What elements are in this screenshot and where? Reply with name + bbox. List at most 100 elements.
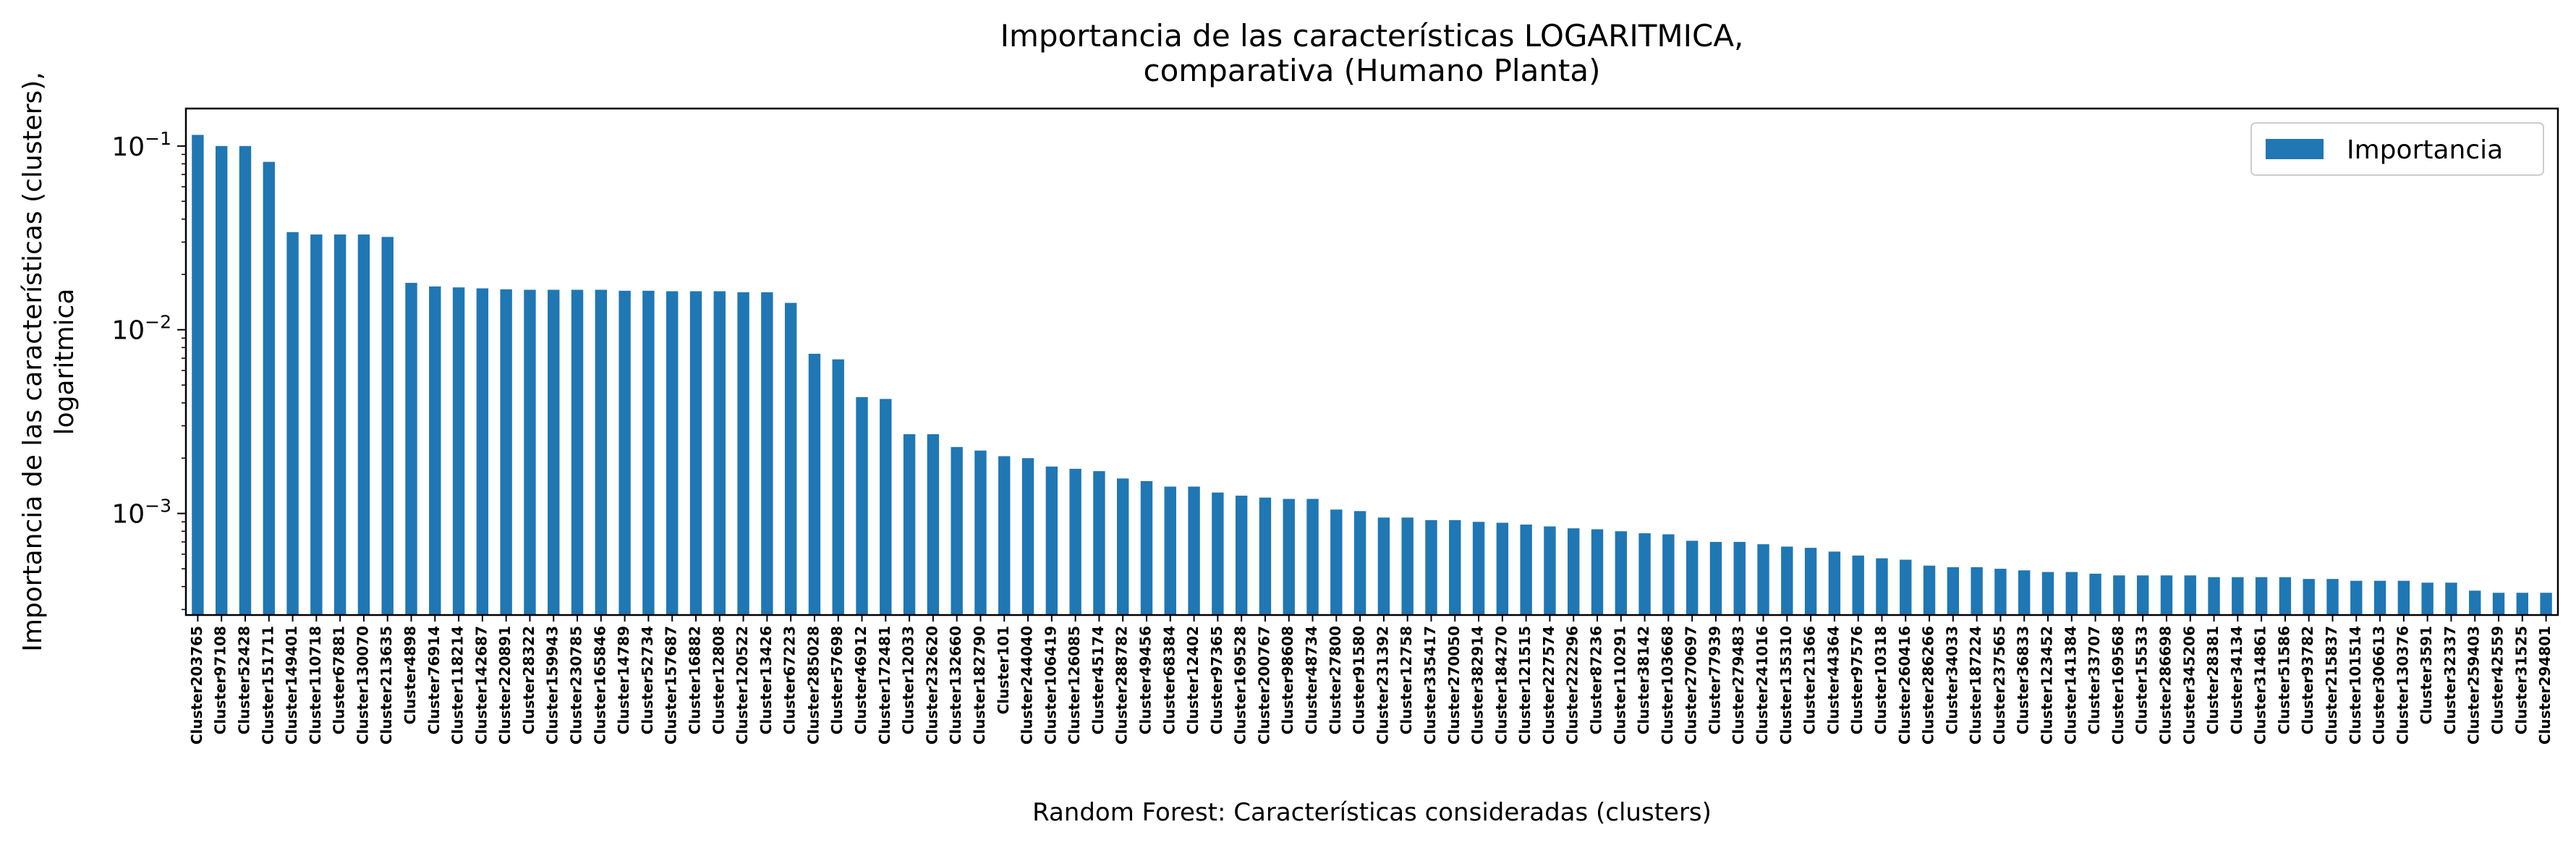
x-tick-label: Cluster132660 (947, 626, 964, 745)
x-tick-label: Cluster27800 (1327, 626, 1344, 734)
bar (619, 290, 631, 615)
y-axis-label: Importancia de las características (clus… (18, 72, 80, 652)
x-tick-label: Cluster42559 (2489, 626, 2507, 734)
chart-title-line: Importancia de las características LOGAR… (1000, 18, 1744, 54)
bar (1781, 546, 1793, 615)
x-tick-label: Cluster149401 (283, 626, 300, 745)
bar (1353, 511, 1366, 615)
x-tick-label: Cluster34134 (2228, 626, 2245, 734)
x-tick-label: Cluster14789 (615, 626, 632, 734)
bar (1544, 526, 1556, 615)
x-tick-label: Cluster15533 (2133, 626, 2151, 734)
x-tick-label: Cluster286266 (1920, 626, 1937, 745)
bar (1686, 540, 1699, 615)
x-tick-label: Cluster260416 (1896, 626, 1913, 745)
bar (1709, 541, 1722, 615)
x-tick-label: Cluster91580 (1351, 626, 1368, 734)
bar (1876, 558, 1888, 615)
bar (1235, 496, 1248, 615)
bar (761, 292, 773, 615)
bar (1733, 541, 1746, 615)
x-tick-label: Cluster28381 (2204, 626, 2222, 734)
x-tick-label: Cluster184270 (1492, 626, 1510, 745)
x-tick-label: Cluster157687 (663, 626, 680, 745)
x-tick-label: Cluster45174 (1089, 626, 1107, 734)
x-tick-label: Cluster12033 (900, 626, 917, 734)
bar (1947, 567, 1960, 615)
bar (1117, 478, 1129, 615)
bar (1971, 567, 1983, 615)
plot-frame (184, 107, 2559, 616)
bar (927, 434, 940, 615)
bar (1069, 468, 1081, 615)
bar (571, 289, 584, 615)
x-tick-label: Cluster169568 (2109, 626, 2127, 745)
bar (2160, 575, 2173, 615)
x-tick-label: Cluster142687 (472, 626, 490, 745)
x-tick-label: Cluster232620 (923, 626, 940, 745)
x-tick-label: Cluster38142 (1635, 626, 1652, 734)
bar (737, 292, 749, 615)
bar (452, 287, 465, 615)
x-tick-label: Cluster259403 (2465, 626, 2483, 745)
x-axis-label: Random Forest: Características considera… (1032, 798, 1712, 827)
x-tick-label: Cluster286698 (2156, 626, 2174, 745)
bar (2041, 572, 2054, 615)
x-tick-label: Cluster314861 (2252, 626, 2269, 745)
bar (2255, 577, 2268, 615)
bar (500, 289, 512, 615)
bar (1828, 551, 1841, 615)
bar (1164, 486, 1176, 615)
bar (689, 291, 702, 615)
bar (1401, 517, 1414, 615)
x-tick-label: Cluster101514 (2347, 626, 2364, 745)
bar (1804, 548, 1817, 615)
bar (1377, 517, 1390, 615)
bar (381, 237, 394, 615)
bar (1425, 520, 1437, 615)
bar (239, 145, 252, 616)
bar (2136, 575, 2149, 615)
legend-swatch (2266, 139, 2324, 159)
x-tick-label: Cluster48734 (1303, 626, 1320, 734)
x-tick-label: Cluster121515 (1516, 626, 1534, 745)
bar (1212, 492, 1224, 615)
bar (1045, 466, 1058, 615)
bar (215, 145, 228, 616)
bar (405, 282, 417, 615)
bar (2397, 580, 2410, 615)
bar (974, 450, 987, 615)
x-tick-label: Cluster213635 (378, 626, 395, 745)
bar (2445, 582, 2457, 615)
x-tick-label: Cluster270050 (1445, 626, 1463, 745)
bar (808, 353, 821, 615)
bar (286, 232, 299, 615)
x-tick-label: Cluster215837 (2323, 626, 2340, 745)
bar (595, 289, 608, 615)
y-tick-label: 10−3 (111, 496, 171, 530)
x-tick-label: Cluster169528 (1232, 626, 1249, 745)
bar (1306, 499, 1319, 615)
bar (832, 359, 844, 615)
bar (642, 290, 655, 615)
x-tick-label: Cluster4898 (401, 626, 419, 724)
bar (357, 234, 370, 615)
x-tick-label: Cluster101 (995, 626, 1012, 714)
y-tick-label: 10−1 (111, 128, 171, 162)
bar (1140, 480, 1153, 615)
x-tick-label: Cluster159943 (544, 626, 561, 745)
bar (2018, 570, 2031, 615)
bar (1188, 486, 1200, 615)
x-tick-label: Cluster237565 (1991, 626, 2008, 745)
bar (1283, 499, 1295, 615)
bar (784, 302, 797, 615)
bar (1093, 471, 1105, 615)
bar (263, 161, 275, 616)
x-tick-label: Cluster244040 (1019, 626, 1036, 745)
x-tick-label: Cluster130376 (2394, 626, 2411, 745)
x-tick-label: Cluster52428 (235, 626, 252, 734)
x-tick-label: Cluster130070 (354, 626, 371, 745)
x-tick-label: Cluster52734 (639, 626, 656, 734)
x-tick-label: Cluster231392 (1374, 626, 1391, 745)
x-tick-label: Cluster182790 (971, 626, 988, 745)
